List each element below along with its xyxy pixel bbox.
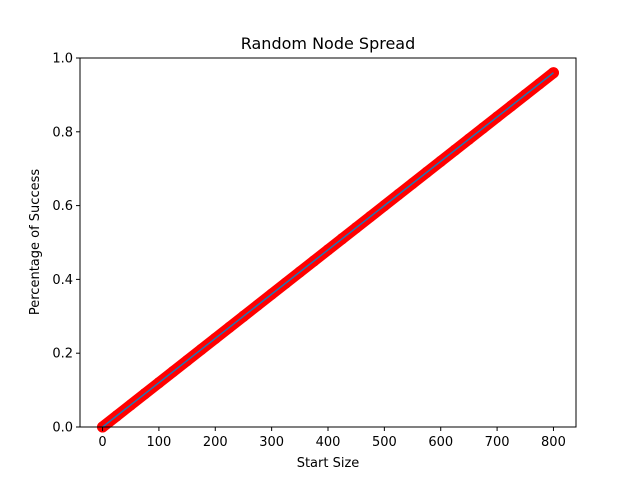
- x-tick-label: 500: [372, 435, 397, 450]
- x-tick-label: 200: [203, 435, 228, 450]
- x-axis-ticks: 0 100 200 300 400 500 600 700 800: [98, 427, 566, 450]
- x-tick-label: 100: [146, 435, 171, 450]
- y-tick-label: 0.6: [52, 199, 73, 214]
- y-axis-ticks: 0.0 0.2 0.4 0.6 0.8 1.0: [52, 52, 80, 436]
- plot-area: 0 100 200 300 400 500 600 700 800 0.00.20.40.60.…: [52, 52, 577, 450]
- x-tick-label: 800: [541, 435, 566, 450]
- y-axis-label: Percentage of Success: [28, 169, 43, 315]
- x-tick-label: 0: [98, 435, 106, 450]
- y-tick-label: 0.2: [52, 347, 73, 362]
- y-tick-label: 0.8: [52, 125, 73, 140]
- y-tick-label: 1.0: [52, 52, 73, 67]
- chart-title: Random Node Spread: [241, 34, 416, 53]
- y-tick-label: 0.4: [52, 273, 73, 288]
- y-tick-label: 0.0: [52, 421, 73, 436]
- fit-line: [102, 72, 554, 428]
- x-tick-label: 700: [485, 435, 510, 450]
- x-tick-label: 300: [259, 435, 284, 450]
- x-tick-label: 600: [428, 435, 453, 450]
- x-tick-label: 400: [316, 435, 341, 450]
- data-marks: [97, 67, 559, 433]
- x-axis-label: Start Size: [297, 456, 360, 471]
